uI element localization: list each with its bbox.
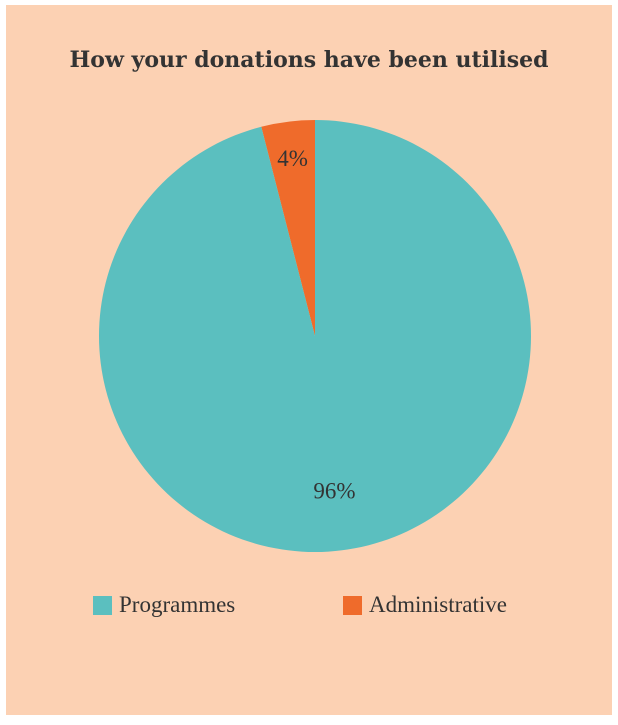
pie-slices: [98, 120, 531, 552]
legend-label-programmes: Programmes: [119, 592, 236, 617]
pie-data-labels: 4% 96%: [277, 146, 355, 503]
legend-swatch-programmes: [93, 595, 112, 615]
data-label-administrative: 4%: [277, 146, 308, 171]
chart-title: How your donations have been utilised: [69, 47, 549, 73]
legend-item-programmes: Programmes: [93, 592, 235, 618]
legend-label-administrative: Administrative: [369, 592, 507, 617]
data-label-programmes: 96%: [313, 478, 355, 503]
pie-slice-administrative: [261, 120, 315, 336]
pie-slice-programmes: [98, 120, 531, 552]
legend: Programmes Administrative: [0, 592, 618, 622]
legend-item-administrative: Administrative: [343, 592, 507, 618]
legend-swatch-administrative: [343, 595, 362, 615]
